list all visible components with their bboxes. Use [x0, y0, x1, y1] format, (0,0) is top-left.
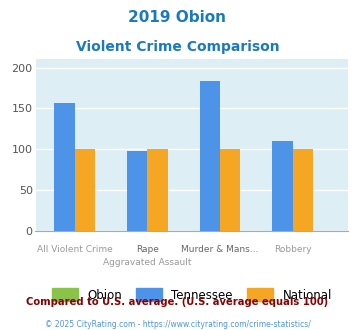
Legend: Obion, Tennessee, National: Obion, Tennessee, National [51, 288, 332, 302]
Bar [75, 149, 95, 231]
Text: © 2025 CityRating.com - https://www.cityrating.com/crime-statistics/: © 2025 CityRating.com - https://www.city… [45, 320, 310, 329]
Bar [147, 149, 168, 231]
Bar [293, 149, 313, 231]
Text: Rape: Rape [136, 245, 159, 254]
Text: Robbery: Robbery [274, 245, 311, 254]
Text: Compared to U.S. average. (U.S. average equals 100): Compared to U.S. average. (U.S. average … [26, 297, 329, 307]
Bar [54, 103, 75, 231]
Text: 2019 Obion: 2019 Obion [129, 10, 226, 25]
Text: Murder & Mans...: Murder & Mans... [181, 245, 259, 254]
Text: Violent Crime Comparison: Violent Crime Comparison [76, 40, 279, 53]
Bar [272, 141, 293, 231]
Text: Aggravated Assault: Aggravated Assault [103, 258, 192, 267]
Bar [200, 82, 220, 231]
Text: All Violent Crime: All Violent Crime [37, 245, 113, 254]
Bar [127, 151, 147, 231]
Bar [220, 149, 240, 231]
